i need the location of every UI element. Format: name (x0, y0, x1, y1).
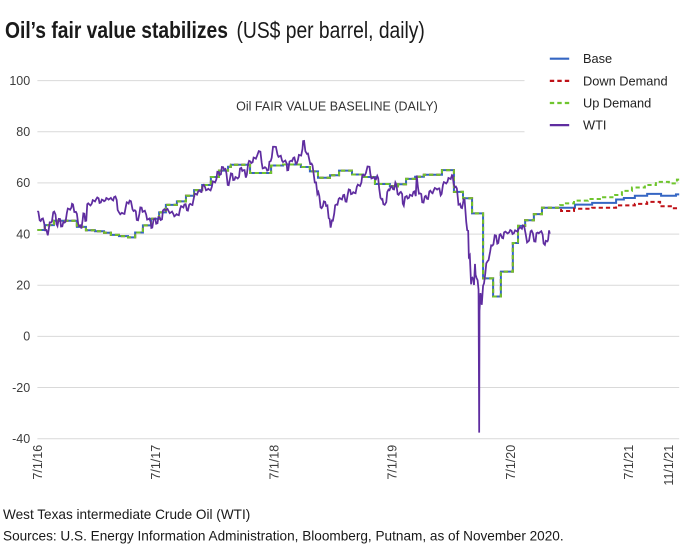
chart-title: Oil’s fair value stabilizes (US$ per barr… (5, 17, 425, 43)
axis-labels: 100 80 60 40 20 0 -20 -407/1/16 7/1/17 7/1/18 7/1/… (9, 74, 675, 486)
xtick-label-7/1/17: 7/1/17 (149, 445, 163, 480)
series-lines (36, 139, 681, 433)
ytick-label--40: -40 (12, 432, 30, 446)
ytick-label-80: 80 (16, 125, 30, 139)
ytick-label-100: 100 (9, 74, 30, 88)
xtick-label-7/1/20: 7/1/20 (504, 445, 518, 480)
ytick-label-40: 40 (16, 227, 30, 241)
xtick-label-7/1/18: 7/1/18 (267, 445, 281, 480)
footnote-sources: Sources: U.S. Energy Information Adminis… (3, 529, 564, 544)
legend-label-down-demand: Down Demand (583, 73, 668, 88)
chart-title-units: (US$ per barrel, daily) (237, 17, 425, 43)
series-wti-line (36, 139, 551, 433)
legend-label-base: Base (583, 51, 612, 66)
xtick-label-7/1/21: 7/1/21 (622, 445, 636, 480)
xtick-label-7/1/16: 7/1/16 (31, 445, 45, 480)
xtick-label-7/1/19: 7/1/19 (385, 445, 399, 480)
chart-title-bold: Oil’s fair value stabilizes (5, 17, 228, 43)
footnote-wti: West Texas intermediate Crude Oil (WTI) (3, 507, 250, 522)
ytick-label--20: -20 (12, 381, 30, 395)
legend-label-up-demand: Up Demand (583, 95, 651, 110)
ytick-label-60: 60 (16, 176, 30, 190)
ytick-label-20: 20 (16, 279, 30, 293)
legend-label-wti: WTI (583, 118, 606, 133)
gridlines (37, 80, 680, 440)
xtick-label-11/1/21: 11/1/21 (662, 445, 676, 486)
ytick-label-0: 0 (23, 330, 30, 344)
plot-annotation: Oil FAIR VALUE BASELINE (DAILY) (236, 99, 438, 113)
legend: Base Down Demand Up Demand WTI (524, 44, 698, 141)
